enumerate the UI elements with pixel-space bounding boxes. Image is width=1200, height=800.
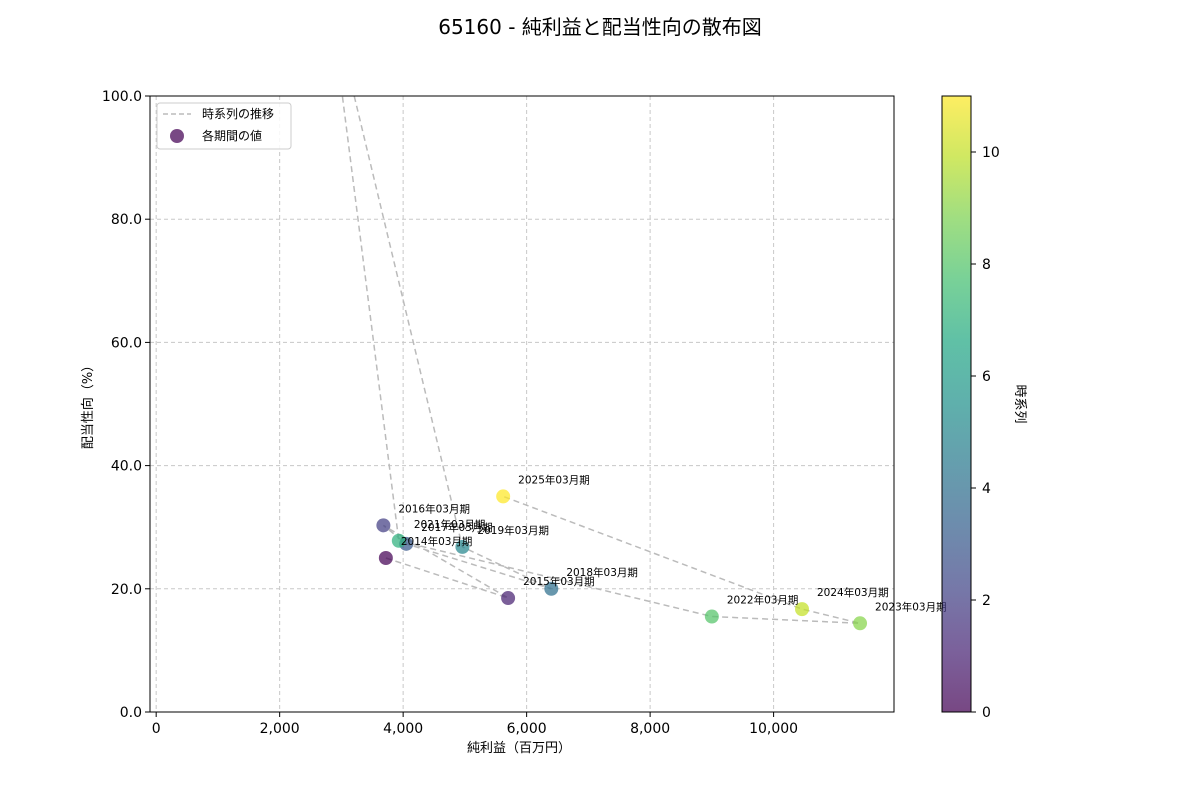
colorbar-ticks: 0 2 4 6 8 10 [971,145,1000,721]
y-axis-label: 配当性向（%） [80,359,96,449]
data-point [391,533,406,548]
legend-label-points: 各期間の値 [202,128,262,143]
x-axis: 0 2,000 4,000 6,000 8,000 10,000 [152,712,798,737]
point-annotation: 2021年03月期 [414,518,486,531]
data-point [544,581,559,596]
data-point [496,489,511,504]
colorbar-tick-label: 0 [982,705,991,721]
point-annotation: 2022年03月期 [727,594,799,607]
data-point [795,602,810,617]
y-tick-label: 60.0 [111,335,142,351]
y-tick-label: 20.0 [111,582,142,598]
trend-line [341,96,861,625]
data-point [378,551,393,565]
colorbar-tick-label: 6 [982,369,991,385]
point-annotation: 2016年03月期 [398,502,470,515]
y-axis: 0.0 20.0 40.0 60.0 80.0 100.0 [102,89,150,721]
data-point [501,591,516,606]
x-tick-label: 0 [152,721,161,737]
colorbar-tick-label: 10 [982,145,1000,161]
point-group [376,489,868,631]
point-annotation: 2018年03月期 [566,566,638,579]
chart-title: 65160 - 純利益と配当性向の散布図 [438,15,762,39]
x-tick-label: 2,000 [260,721,300,737]
y-tick-label: 0.0 [120,705,142,721]
colorbar-label: 時系列 [1012,384,1027,423]
colorbar-gradient [942,96,971,712]
x-tick-label: 10,000 [749,721,798,737]
x-tick-label: 4,000 [383,721,423,737]
y-tick-label: 40.0 [111,459,142,475]
annotation-group: 2014年03月期 2015年03月期 2016年03月期 2017年03月期 2018… [398,473,946,613]
point-annotation: 2017年03月期 [421,521,493,534]
colorbar-frame [941,95,972,713]
colorbar: 0 2 4 6 8 10 時系列 [941,95,1027,721]
y-tick-label: 80.0 [111,212,142,228]
data-point [376,518,391,533]
x-tick-label: 8,000 [630,721,670,737]
legend-label-trend: 時系列の推移 [202,107,274,121]
point-annotation: 2025年03月期 [518,473,590,486]
data-point [704,609,719,624]
data-point [853,616,868,631]
colorbar-tick-label: 2 [982,593,991,609]
point-annotation: 2023年03月期 [875,600,947,613]
legend: 時系列の推移 各期間の値 [156,102,292,150]
x-tick-label: 6,000 [507,721,547,737]
colorbar-tick-label: 4 [982,481,991,497]
data-point [455,539,470,554]
plot-frame [149,95,895,713]
point-annotation: 2014年03月期 [401,535,473,548]
x-axis-label: 純利益（百万円） [467,741,571,756]
y-tick-label: 100.0 [102,89,142,105]
point-annotation: 2015年03月期 [523,575,595,588]
colorbar-tick-label: 8 [982,257,991,273]
legend-marker-swatch [170,129,184,143]
point-annotation: 2024年03月期 [817,586,889,599]
point-annotation: 2019年03月期 [477,524,549,537]
trend-line-group [341,96,861,625]
